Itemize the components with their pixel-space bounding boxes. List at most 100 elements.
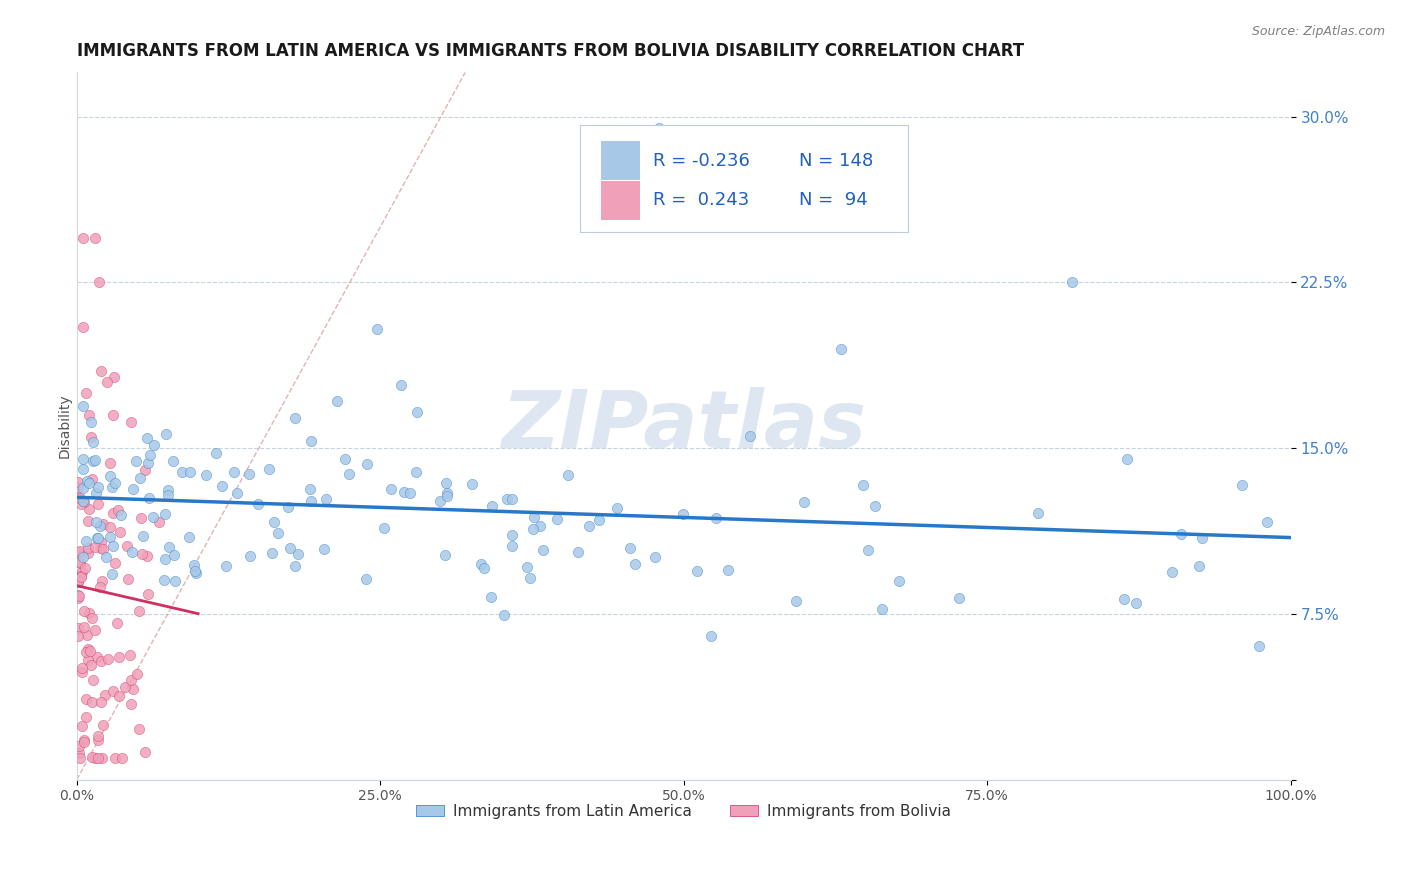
- Point: [73, 604, 96, 618]
- Point: [356, 457, 378, 471]
- Point: [72, 400, 94, 414]
- Point: [257, 462, 280, 476]
- Point: [72, 735, 94, 749]
- Point: [172, 465, 194, 479]
- Point: [83, 540, 105, 554]
- Point: [101, 408, 124, 422]
- Point: [120, 415, 142, 429]
- Point: [84, 624, 107, 638]
- Point: [93, 688, 115, 702]
- Point: [277, 500, 299, 515]
- Point: [392, 485, 415, 500]
- Point: [222, 465, 245, 479]
- Point: [785, 594, 807, 608]
- Point: [73, 733, 96, 747]
- Point: [120, 673, 142, 688]
- Point: [436, 489, 458, 503]
- Point: [204, 445, 226, 459]
- Point: [80, 472, 103, 486]
- Point: [157, 541, 180, 555]
- Point: [72, 495, 94, 509]
- Point: [155, 508, 177, 522]
- Point: [66, 588, 89, 602]
- FancyBboxPatch shape: [602, 141, 640, 180]
- Point: [90, 653, 112, 667]
- Point: [77, 514, 100, 528]
- Point: [70, 665, 93, 679]
- Point: [70, 565, 93, 579]
- Point: [79, 644, 101, 658]
- Point: [852, 478, 875, 492]
- Point: [717, 563, 740, 577]
- Point: [72, 451, 94, 466]
- Point: [75, 645, 97, 659]
- Point: [830, 342, 852, 356]
- Point: [132, 529, 155, 543]
- Point: [87, 531, 110, 545]
- Point: [69, 543, 91, 558]
- Point: [1026, 507, 1049, 521]
- Point: [66, 621, 89, 635]
- Point: [77, 501, 100, 516]
- Point: [162, 548, 184, 562]
- Point: [366, 321, 388, 335]
- Text: Source: ZipAtlas.com: Source: ZipAtlas.com: [1251, 25, 1385, 38]
- Point: [1161, 565, 1184, 579]
- Point: [80, 750, 103, 764]
- Point: [129, 471, 152, 485]
- Point: [76, 691, 98, 706]
- Point: [481, 499, 503, 513]
- FancyBboxPatch shape: [581, 126, 908, 232]
- Point: [153, 574, 176, 588]
- Point: [606, 500, 628, 515]
- Point: [226, 485, 249, 500]
- Point: [73, 561, 96, 575]
- Point: [128, 722, 150, 736]
- Point: [522, 522, 544, 536]
- Point: [1247, 639, 1270, 653]
- Point: [495, 492, 517, 507]
- Point: [121, 681, 143, 696]
- Point: [470, 557, 492, 571]
- Point: [98, 456, 121, 470]
- Point: [82, 454, 104, 468]
- Point: [72, 461, 94, 475]
- Point: [406, 405, 429, 419]
- Point: [177, 530, 200, 544]
- Point: [104, 475, 127, 490]
- Point: [136, 456, 159, 470]
- Point: [69, 497, 91, 511]
- Point: [76, 474, 98, 488]
- Point: [91, 574, 114, 588]
- Point: [75, 710, 97, 724]
- Point: [91, 750, 114, 764]
- Point: [278, 541, 301, 555]
- Point: [1191, 531, 1213, 545]
- Point: [67, 589, 90, 603]
- Point: [215, 559, 238, 574]
- Legend: Immigrants from Latin America, Immigrants from Bolivia: Immigrants from Latin America, Immigrant…: [411, 797, 957, 825]
- Point: [82, 673, 104, 688]
- Point: [194, 467, 217, 482]
- Point: [86, 729, 108, 743]
- Point: [101, 480, 124, 494]
- Text: ZIPatlas: ZIPatlas: [501, 387, 866, 465]
- Point: [156, 483, 179, 497]
- Point: [863, 499, 886, 513]
- Point: [69, 555, 91, 569]
- Point: [69, 491, 91, 505]
- Point: [84, 750, 107, 764]
- Point: [373, 521, 395, 535]
- Point: [211, 479, 233, 493]
- Point: [97, 651, 120, 665]
- Point: [389, 378, 412, 392]
- Point: [644, 550, 666, 565]
- Point: [461, 477, 484, 491]
- Point: [89, 580, 111, 594]
- Point: [67, 746, 90, 760]
- Point: [131, 547, 153, 561]
- Point: [98, 468, 121, 483]
- Point: [333, 451, 356, 466]
- Point: [72, 550, 94, 565]
- Point: [134, 463, 156, 477]
